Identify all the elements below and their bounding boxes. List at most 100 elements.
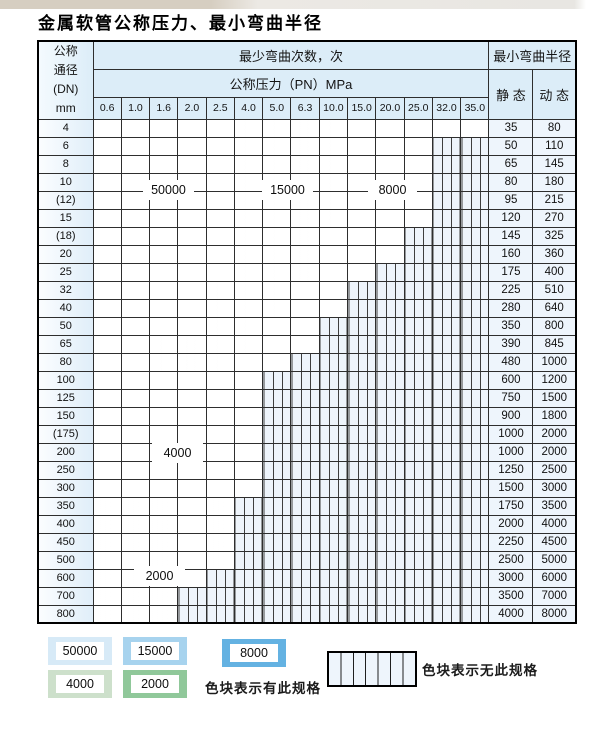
dynamic-radius-cell: 215	[532, 190, 577, 210]
cell-no-spec	[290, 586, 320, 606]
cell-spec-15000	[318, 154, 349, 174]
table-row: 700 3500 7000	[37, 586, 577, 606]
cell-spec-2000	[92, 514, 122, 534]
legend-chip-50000: 50000	[48, 637, 112, 665]
dn-cell: 700	[37, 586, 94, 606]
cell-spec-8000	[347, 262, 377, 282]
cell-spec-8000	[375, 118, 405, 138]
cell-spec-15000	[318, 190, 349, 210]
table-row: 25 175 400	[37, 262, 577, 282]
cell-spec-50000	[205, 262, 235, 282]
pressure-col-header: 1.6	[149, 96, 179, 120]
dynamic-radius-cell: 180	[532, 172, 577, 192]
cell-no-spec	[375, 532, 405, 552]
static-radius-cell: 3000	[488, 568, 534, 588]
cell-no-spec	[347, 604, 377, 624]
cell-no-spec	[375, 280, 405, 300]
cell-spec-4000	[92, 388, 122, 408]
cell-spec-2000	[120, 496, 151, 516]
col-header-pressure: 公称压力（PN）MPa	[92, 68, 490, 98]
cell-spec-2000	[205, 496, 235, 516]
cell-no-spec	[403, 388, 433, 408]
cell-spec-50000	[92, 208, 122, 228]
dn-cell: 350	[37, 496, 94, 516]
cell-spec-15000	[290, 262, 320, 282]
cell-spec-50000	[205, 118, 235, 138]
cell-no-spec	[347, 388, 377, 408]
cell-no-spec	[460, 514, 490, 534]
cell-no-spec	[403, 352, 433, 372]
dynamic-radius-cell: 4500	[532, 532, 577, 552]
cell-spec-50000	[92, 190, 122, 210]
table-row: 40 280 640	[37, 298, 577, 318]
cell-spec-50000	[120, 298, 151, 318]
dynamic-radius-cell: 360	[532, 244, 577, 264]
cell-spec-4000	[177, 370, 207, 390]
cell-no-spec	[460, 280, 490, 300]
cell-spec-15000	[262, 226, 292, 246]
cell-no-spec	[460, 532, 490, 552]
cell-no-spec	[460, 172, 490, 192]
cell-spec-50000	[92, 352, 122, 372]
cell-spec-4000	[205, 478, 235, 498]
legend-chip-label: 2000	[131, 675, 179, 693]
cell-no-spec	[431, 190, 462, 210]
cell-no-spec	[290, 568, 320, 588]
table-row: 600 3000 6000	[37, 568, 577, 588]
cell-spec-2000	[149, 604, 179, 624]
cell-no-spec	[431, 298, 462, 318]
cell-no-spec	[375, 442, 405, 462]
cell-spec-50000	[205, 154, 235, 174]
legend-chip-4000: 4000	[48, 670, 112, 698]
cell-spec-50000	[205, 226, 235, 246]
cell-spec-4000	[233, 460, 264, 480]
cell-spec-50000	[92, 334, 122, 354]
cell-spec-50000	[149, 208, 179, 228]
dn-cell: 65	[37, 334, 94, 354]
cell-no-spec	[460, 154, 490, 174]
cell-no-spec	[403, 496, 433, 516]
cell-spec-50000	[177, 316, 207, 336]
cell-spec-15000	[205, 334, 235, 354]
cell-no-spec	[403, 514, 433, 534]
table-row: 200 1000 2000	[37, 442, 577, 462]
cell-no-spec	[431, 226, 462, 246]
cell-no-spec	[233, 532, 264, 552]
cell-no-spec	[347, 298, 377, 318]
cell-spec-8000	[262, 352, 292, 372]
cell-spec-15000	[262, 262, 292, 282]
cell-spec-50000	[177, 262, 207, 282]
cell-no-spec	[403, 478, 433, 498]
cell-spec-50000	[205, 190, 235, 210]
cell-no-spec	[318, 388, 349, 408]
cell-spec-4000	[233, 406, 264, 426]
cell-no-spec	[375, 514, 405, 534]
dynamic-radius-cell: 640	[532, 298, 577, 318]
dynamic-radius-cell: 110	[532, 136, 577, 156]
dn-cell: 40	[37, 298, 94, 318]
cell-no-spec	[403, 406, 433, 426]
cell-spec-50000	[149, 118, 179, 138]
cell-spec-8000	[318, 226, 349, 246]
cell-spec-15000	[205, 298, 235, 318]
cell-spec-15000	[233, 334, 264, 354]
cell-no-spec	[290, 532, 320, 552]
cell-spec-4000	[205, 370, 235, 390]
cell-spec-4000	[177, 424, 207, 444]
dn-header-line: mm	[55, 101, 76, 116]
legend-chip-15000: 15000	[123, 637, 187, 665]
cell-no-spec	[375, 262, 405, 282]
table-row: 20 160 360	[37, 244, 577, 264]
dynamic-radius-cell: 2000	[532, 424, 577, 444]
cell-no-spec	[375, 496, 405, 516]
cell-spec-8000	[347, 136, 377, 156]
cell-spec-4000	[233, 442, 264, 462]
cell-spec-50000	[92, 118, 122, 138]
cell-spec-4000	[120, 478, 151, 498]
cell-no-spec	[460, 352, 490, 372]
cell-no-spec	[431, 514, 462, 534]
cell-spec-4000	[233, 388, 264, 408]
cell-no-spec	[262, 550, 292, 570]
legend-chip-label: 4000	[56, 675, 104, 693]
cell-no-spec	[347, 370, 377, 390]
